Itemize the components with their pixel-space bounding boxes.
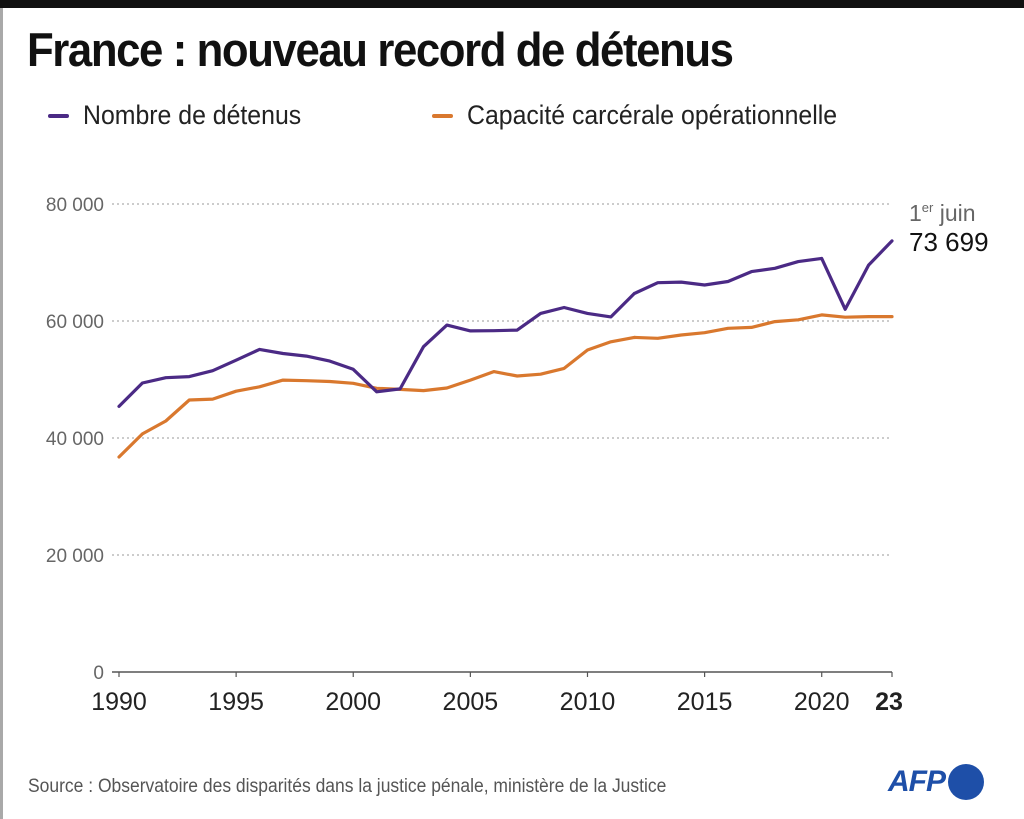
legend: Nombre de détenus Capacité carcérale opé… (0, 100, 1024, 136)
annotation-superscript: er (922, 200, 934, 215)
top-bar (0, 0, 1024, 8)
gridlines (112, 203, 892, 556)
y-tick-label: 20 000 (46, 546, 104, 567)
source-note: Source : Observatoire des disparités dan… (28, 776, 667, 797)
legend-label-detenus: Nombre de détenus (83, 100, 302, 130)
y-tick-label: 40 000 (46, 429, 104, 450)
y-tick-label: 60 000 (46, 312, 104, 333)
x-tick-label: 2015 (677, 688, 733, 716)
afp-logo-text: AFP (888, 765, 946, 798)
x-tick-label: 1990 (91, 688, 147, 716)
x-tick-label: 1995 (208, 688, 264, 716)
afp-logo: AFP (888, 762, 984, 802)
legend-swatch-capacite (432, 113, 453, 118)
x-tick-label: 2010 (560, 688, 616, 716)
annotation-month: juin (933, 200, 975, 226)
series-lines (117, 239, 894, 459)
x-tick-label: 2005 (443, 688, 499, 716)
legend-item-capacite: Capacité carcérale opérationnelle (432, 100, 869, 131)
x-tick-label: 2020 (794, 688, 850, 716)
chart-title: France : nouveau record de détenus (27, 23, 734, 76)
x-tick-label: 23 (875, 688, 903, 716)
annotation-date: 1er juin (909, 200, 976, 226)
series-line-capacite (117, 313, 894, 459)
series-line-detenus (117, 239, 894, 408)
annotation-day: 1 (909, 200, 922, 226)
left-border (0, 8, 3, 819)
x-tick-label: 2000 (325, 688, 381, 716)
x-axis: 1990 1995 2000 2005 2010 2015 2020 23 (91, 671, 903, 716)
y-axis-tick-labels: 0 20 000 40 000 60 000 80 000 (46, 195, 104, 684)
legend-item-detenus: Nombre de détenus (48, 100, 320, 131)
y-tick-label: 80 000 (46, 195, 104, 216)
annotation-value: 73 699 (909, 227, 989, 257)
end-annotation: 1er juin 73 699 (909, 200, 989, 257)
legend-label-capacite: Capacité carcérale opérationnelle (467, 100, 838, 130)
legend-swatch-detenus (48, 113, 69, 118)
y-tick-label: 0 (93, 663, 104, 684)
afp-dot-icon (948, 764, 984, 800)
